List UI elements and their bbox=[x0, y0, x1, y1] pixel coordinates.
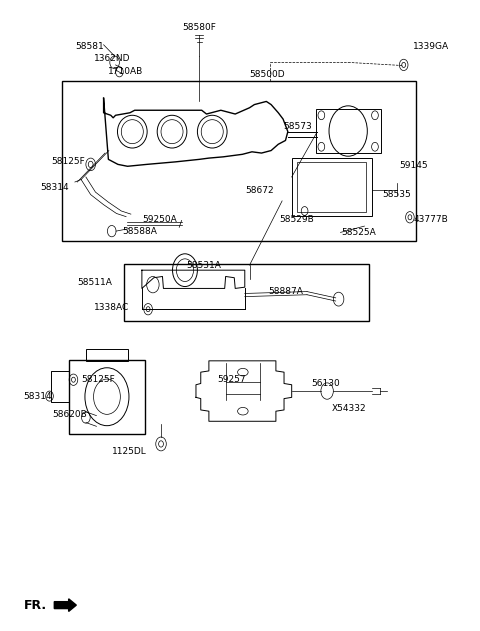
Text: 1339GA: 1339GA bbox=[413, 42, 449, 50]
Text: X54332: X54332 bbox=[332, 404, 367, 413]
Text: 58125F: 58125F bbox=[81, 375, 115, 384]
Bar bbox=[316, 109, 381, 153]
Bar bbox=[292, 158, 372, 216]
Text: 58588A: 58588A bbox=[123, 227, 157, 235]
Text: 58125F: 58125F bbox=[51, 156, 84, 166]
Text: 58531A: 58531A bbox=[186, 261, 221, 269]
Text: 58529B: 58529B bbox=[279, 215, 314, 224]
Text: 58580F: 58580F bbox=[182, 23, 216, 32]
Bar bbox=[124, 264, 369, 321]
Text: 58620B: 58620B bbox=[52, 411, 87, 420]
Text: FR.: FR. bbox=[24, 599, 47, 611]
Text: 58314: 58314 bbox=[40, 183, 69, 192]
Text: 1710AB: 1710AB bbox=[108, 67, 144, 76]
Text: 59145: 59145 bbox=[399, 161, 428, 170]
Text: 58887A: 58887A bbox=[269, 287, 303, 296]
Bar bbox=[298, 162, 366, 212]
Bar bbox=[62, 81, 416, 241]
Text: 58525A: 58525A bbox=[341, 228, 376, 237]
Text: 59257: 59257 bbox=[217, 375, 246, 384]
Bar bbox=[69, 360, 145, 434]
Bar bbox=[86, 350, 128, 361]
Text: 1362ND: 1362ND bbox=[94, 54, 131, 63]
Text: 58314: 58314 bbox=[24, 392, 52, 401]
Text: 56130: 56130 bbox=[311, 379, 339, 388]
Text: 58581: 58581 bbox=[75, 42, 104, 50]
Text: 58500D: 58500D bbox=[250, 71, 285, 80]
Text: 59250A: 59250A bbox=[142, 215, 177, 224]
Text: 58511A: 58511A bbox=[77, 278, 112, 287]
Text: 58535: 58535 bbox=[383, 190, 411, 199]
Text: 1338AC: 1338AC bbox=[94, 304, 129, 312]
Text: 43777B: 43777B bbox=[413, 215, 448, 224]
FancyArrow shape bbox=[54, 599, 76, 611]
Text: 58672: 58672 bbox=[245, 186, 274, 196]
Text: 1125DL: 1125DL bbox=[112, 447, 146, 456]
Text: 58573: 58573 bbox=[283, 122, 312, 131]
